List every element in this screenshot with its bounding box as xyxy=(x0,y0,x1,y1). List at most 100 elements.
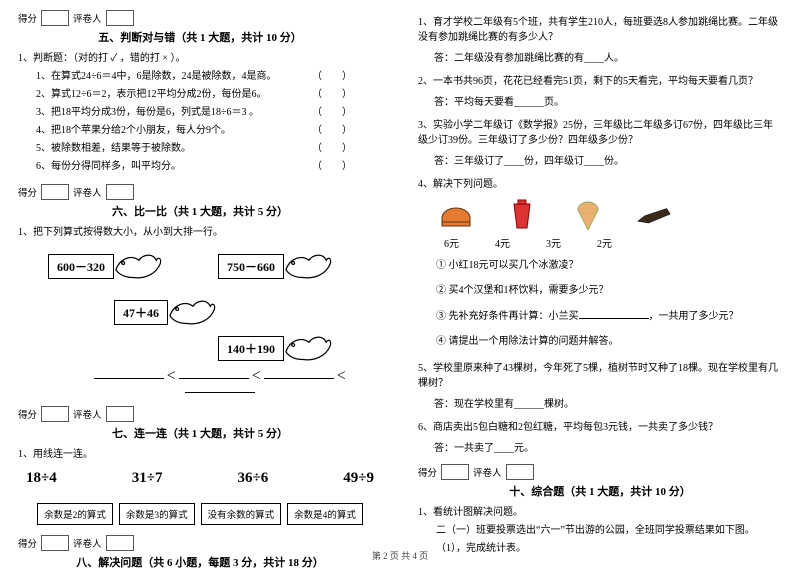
score-cell xyxy=(441,464,469,480)
q4-stem: 4、解决下列问题。 xyxy=(418,177,782,192)
section-5-title: 五、判断对与错（共 1 大题，共计 10 分） xyxy=(18,29,382,45)
score-label: 得分 xyxy=(18,185,37,199)
q6: 6、商店卖出5包白糖和2包红糖，平均每包3元钱，一共卖了多少钱？ 答：一共卖了_… xyxy=(418,420,782,454)
remainder-box: 没有余数的算式 xyxy=(201,503,282,525)
left-column: 得分 评卷人 五、判断对与错（共 1 大题，共计 10 分） 1、判断题：（对的… xyxy=(0,0,400,565)
bird-item: 750－660 xyxy=(218,246,332,286)
grader-cell xyxy=(506,464,534,480)
remainder-box: 余数是4的算式 xyxy=(287,503,363,525)
q4-s2: ② 买4个汉堡和1杯饮料，需要多少元？ xyxy=(418,283,782,298)
q2-ans: 答：平均每天要看______页。 xyxy=(418,93,782,108)
judge-item: 3、把18平均分成3份，每份是6，列式是18÷6＝3 。（ ） xyxy=(18,105,382,120)
section-7-title: 七、连一连（共 1 大题，共计 5 分） xyxy=(18,425,382,441)
q1-ans: 答：二年级没有参加跳绳比赛的有____人。 xyxy=(418,49,782,64)
judge-item: 4、把18个苹果分给2个小朋友，每人分9个。（ ） xyxy=(18,123,382,138)
q5-text: 5、学校里原来种了43棵树，今年死了5棵，植树节时又种了18棵。现在学校里有几棵… xyxy=(418,361,782,391)
expr-box: 140＋190 xyxy=(218,336,284,361)
q5-stem: 1、判断题：（对的打 ✓ ，错的打 × ）。 xyxy=(18,51,382,66)
blank xyxy=(179,368,249,379)
bird-icon xyxy=(114,246,162,286)
price: 2元 xyxy=(597,235,612,250)
food-candy xyxy=(636,198,672,233)
judge-item: 2、算式12÷6＝2，表示把12平均分成2份，每份是6。（ ） xyxy=(18,87,382,102)
drink-icon xyxy=(504,198,540,230)
blank xyxy=(579,308,649,319)
food-row xyxy=(438,198,782,233)
score-label: 得分 xyxy=(18,11,37,25)
q4: 4、解决下列问题。 xyxy=(418,177,782,349)
food-cone xyxy=(570,198,606,233)
blank xyxy=(185,382,255,393)
div-expr: 18÷4 xyxy=(26,470,57,487)
q2: 2、一本书共96页，花花已经看完51页，剩下的5天看完，平均每天要看几页？ 答：… xyxy=(418,74,782,108)
remainder-box: 余数是3的算式 xyxy=(119,503,195,525)
q6-text: 6、商店卖出5包白糖和2包红糖，平均每包3元钱，一共卖了多少钱？ xyxy=(418,420,782,435)
score-label: 得分 xyxy=(418,465,437,479)
bird-item: 140＋190 xyxy=(218,328,332,368)
q3-ans: 答：三年级订了____份，四年级订____份。 xyxy=(418,152,782,167)
q5: 5、学校里原来种了43棵树，今年死了5棵，植树节时又种了18棵。现在学校里有几棵… xyxy=(418,361,782,410)
price: 3元 xyxy=(546,235,561,250)
bird-icon xyxy=(284,246,332,286)
expr-box: 47＋46 xyxy=(114,300,168,325)
q5-ans: 答：现在学校里有______棵树。 xyxy=(418,395,782,410)
judge-item: 5、被除数相差，结果等于被除数。（ ） xyxy=(18,141,382,156)
blank xyxy=(264,368,334,379)
q3: 3、实验小学二年级订《数学报》25份，三年级比二年级多订67份，四年级比三年级少… xyxy=(418,118,782,167)
grader-label: 评卷人 xyxy=(473,465,502,479)
div-expr: 36÷6 xyxy=(238,470,269,487)
score-label: 得分 xyxy=(18,536,37,550)
grader-label: 评卷人 xyxy=(73,11,102,25)
judge-item: 1、在算式24÷6＝4中，6是除数，24是被除数，4是商。（ ） xyxy=(18,69,382,84)
score-box-5: 得分 评卷人 xyxy=(18,10,382,26)
score-box-10: 得分 评卷人 xyxy=(418,464,782,480)
grader-cell xyxy=(106,184,134,200)
score-box-7: 得分 评卷人 xyxy=(18,406,382,422)
label-box-row: 余数是2的算式 余数是3的算式 没有余数的算式 余数是4的算式 xyxy=(18,503,382,525)
food-burger xyxy=(438,198,474,233)
expr-box: 600－320 xyxy=(48,254,114,279)
score-label: 得分 xyxy=(18,407,37,421)
grader-cell xyxy=(106,406,134,422)
right-column: 1、育才学校二年级有5个班，共有学生210人，每班要选8人参加跳绳比赛。二年级没… xyxy=(400,0,800,565)
grader-label: 评卷人 xyxy=(73,407,102,421)
food-drink xyxy=(504,198,540,233)
section-10-title: 十、综合题（共 1 大题，共计 10 分） xyxy=(418,483,782,499)
score-cell xyxy=(41,406,69,422)
grader-label: 评卷人 xyxy=(73,536,102,550)
price: 6元 xyxy=(444,235,459,250)
div-expr: 31÷7 xyxy=(132,470,163,487)
q2-text: 2、一本书共96页，花花已经看完51页，剩下的5天看完，平均每天要看几页？ xyxy=(418,74,782,89)
q6-stem: 1、把下列算式按得数大小，从小到大排一行。 xyxy=(18,225,382,240)
q4-s4: ④ 请提出一个用除法计算的问题并解答。 xyxy=(418,334,782,349)
candy-icon xyxy=(636,198,672,230)
remainder-box: 余数是2的算式 xyxy=(37,503,113,525)
q4-s1: ① 小红18元可以买几个冰激凌？ xyxy=(418,258,782,273)
bird-item: 47＋46 xyxy=(114,292,216,332)
burger-icon xyxy=(438,198,474,230)
s10-l1: 二（一）班要投票选出“六一”节出游的公园，全班同学投票结果如下图。 xyxy=(418,523,782,538)
bird-item: 600－320 xyxy=(48,246,162,286)
bird-icon xyxy=(284,328,332,368)
s10-stem: 1、看统计图解决问题。 xyxy=(418,505,782,520)
score-box-6: 得分 评卷人 xyxy=(18,184,382,200)
judge-list: 1、在算式24÷6＝4中，6是除数，24是被除数，4是商。（ ） 2、算式12÷… xyxy=(18,69,382,174)
bird-icon xyxy=(168,292,216,332)
price: 4元 xyxy=(495,235,510,250)
q7-stem: 1、用线连一连。 xyxy=(18,447,382,462)
grader-label: 评卷人 xyxy=(73,185,102,199)
div-expr: 49÷9 xyxy=(343,470,374,487)
cone-icon xyxy=(570,198,606,230)
q4-s3: ③ 先补充好条件再计算：小兰买，一共用了多少元？ xyxy=(418,308,782,324)
q1-text: 1、育才学校二年级有5个班，共有学生210人，每班要选8人参加跳绳比赛。二年级没… xyxy=(418,15,782,45)
division-row: 18÷4 31÷7 36÷6 49÷9 xyxy=(26,470,374,487)
bird-group: 600－320 750－660 47＋46 140＋190 ＜ ＜ ＜ xyxy=(18,246,382,396)
grader-cell xyxy=(106,10,134,26)
q1: 1、育才学校二年级有5个班，共有学生210人，每班要选8人参加跳绳比赛。二年级没… xyxy=(418,15,782,64)
expr-box: 750－660 xyxy=(218,254,284,279)
page-footer: 第 2 页 共 4 页 xyxy=(0,549,800,562)
score-cell xyxy=(41,10,69,26)
section-6-title: 六、比一比（共 1 大题，共计 5 分） xyxy=(18,203,382,219)
q3-text: 3、实验小学二年级订《数学报》25份，三年级比二年级多订67份，四年级比三年级少… xyxy=(418,118,782,148)
blank xyxy=(94,368,164,379)
